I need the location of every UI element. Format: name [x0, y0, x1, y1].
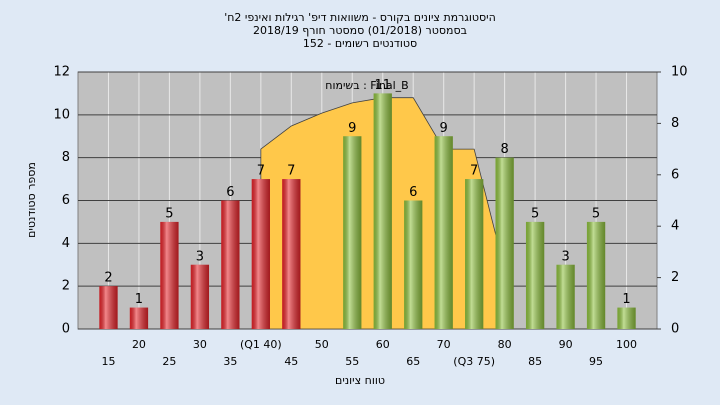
y-tick-label: 6	[62, 193, 70, 208]
bar-shine	[343, 136, 362, 329]
data-label: 1	[622, 292, 630, 307]
bar-shine	[190, 264, 210, 329]
bar-shine	[586, 221, 606, 329]
bar-group	[129, 307, 149, 329]
bar-group	[99, 286, 118, 329]
x-tick-label: 15	[101, 355, 115, 368]
bar-group	[434, 136, 453, 329]
y-tick-label: 12	[53, 65, 70, 80]
bar-shine	[465, 179, 484, 329]
bar-shine	[404, 200, 423, 329]
bar-group	[343, 136, 362, 329]
x-tick-label: (Q3 75)	[453, 355, 495, 368]
y-tick-label: 4	[62, 236, 70, 251]
y-tick-label: 8	[62, 150, 70, 165]
bar-group	[282, 179, 301, 329]
y2-tick-label: 8	[671, 116, 679, 131]
x-tick-label: 30	[193, 338, 207, 351]
bar-shine	[129, 307, 149, 329]
data-label: 8	[500, 142, 508, 157]
x-tick-label: 100	[616, 338, 637, 351]
annotation: בשימוח : Final_B	[325, 79, 408, 92]
data-label: 9	[440, 121, 448, 136]
data-label: 7	[257, 164, 265, 179]
y2-tick-label: 4	[671, 219, 679, 234]
data-label: 5	[592, 206, 600, 221]
bar-group	[586, 221, 606, 329]
data-label: 3	[561, 249, 569, 264]
bar-shine	[373, 93, 392, 330]
bar-shine	[160, 221, 179, 329]
y-tick-label: 2	[62, 279, 70, 294]
x-tick-label: 35	[223, 355, 237, 368]
x-tick-label: 95	[589, 355, 603, 368]
data-label: 2	[104, 271, 112, 286]
data-label: 9	[348, 121, 356, 136]
bar-shine	[251, 179, 270, 329]
bar-group	[556, 264, 575, 329]
bar-shine	[99, 286, 118, 329]
data-label: 5	[531, 206, 539, 221]
data-label: 7	[287, 164, 295, 179]
y-tick-label: 10	[53, 107, 70, 122]
bar-group	[190, 264, 210, 329]
bar-group	[495, 157, 514, 329]
y2-tick-label: 2	[671, 270, 679, 285]
bar-group	[525, 221, 545, 329]
bar-shine	[617, 307, 636, 329]
data-label: 11	[374, 78, 391, 93]
x-tick-label: 45	[284, 355, 298, 368]
x-tick-label: 20	[132, 338, 146, 351]
bar-group	[465, 179, 484, 329]
data-label: 6	[409, 185, 417, 200]
x-axis-label: טווח ציונים	[335, 374, 385, 387]
bar-group	[221, 200, 240, 329]
bar-shine	[221, 200, 240, 329]
data-label: 3	[196, 249, 204, 264]
y2-tick-label: 0	[671, 322, 679, 337]
x-tick-label: 50	[315, 338, 329, 351]
data-label: 7	[470, 164, 478, 179]
bar-shine	[525, 221, 545, 329]
x-tick-label: 90	[559, 338, 573, 351]
y2-tick-label: 6	[671, 167, 679, 182]
x-tick-label: 70	[437, 338, 451, 351]
bar-group	[617, 307, 636, 329]
bar-shine	[434, 136, 453, 329]
data-label: 6	[226, 185, 234, 200]
y-axis-label: מספר סטודנטים	[25, 162, 38, 238]
bar-shine	[282, 179, 301, 329]
x-tick-label: 80	[498, 338, 512, 351]
data-label: 5	[165, 206, 173, 221]
chart-title: היסטוגרמת ציונים בקורס - משוואות דיפ' רג…	[224, 11, 496, 24]
data-label: 1	[135, 292, 143, 307]
x-tick-label: 65	[406, 355, 420, 368]
bar-shine	[495, 157, 514, 329]
bar-group	[251, 179, 270, 329]
bar-group	[160, 221, 179, 329]
bar-group	[373, 93, 392, 330]
chart-subtitle: סטודנטים רשומים - 152	[303, 37, 417, 50]
bar-group	[404, 200, 423, 329]
x-tick-label: 55	[345, 355, 359, 368]
y-tick-label: 0	[62, 322, 70, 337]
bar-shine	[556, 264, 575, 329]
x-tick-label: 60	[376, 338, 390, 351]
x-tick-label: 25	[162, 355, 176, 368]
y2-tick-label: 10	[671, 65, 688, 80]
chart-subtitle: בסמסטר (01/2018) סמסטר חורף 2018/19	[253, 24, 467, 37]
x-tick-label: (Q1 40)	[240, 338, 282, 351]
x-tick-label: 85	[528, 355, 542, 368]
